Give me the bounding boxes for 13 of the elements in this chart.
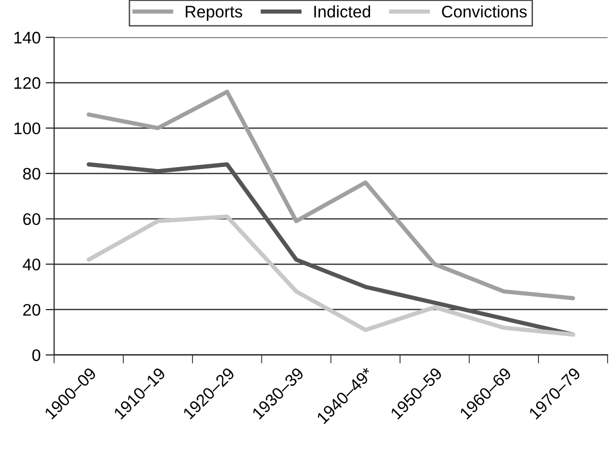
y-tick-label: 0 <box>32 349 40 362</box>
y-tick-label: 140 <box>14 32 40 44</box>
y-tick-label: 100 <box>14 122 40 134</box>
y-tick-label: 20 <box>23 304 40 316</box>
legend-label: Indicted <box>314 5 370 18</box>
legend-label: Convictions <box>442 5 527 18</box>
y-tick-label: 60 <box>23 213 40 226</box>
legend-label: Reports <box>186 6 242 21</box>
line-series <box>86 90 576 300</box>
y-tick-label: 40 <box>22 258 40 270</box>
line-series <box>86 214 576 337</box>
y-tick-label: 80 <box>23 168 40 180</box>
y-tick-label: 120 <box>14 77 40 89</box>
